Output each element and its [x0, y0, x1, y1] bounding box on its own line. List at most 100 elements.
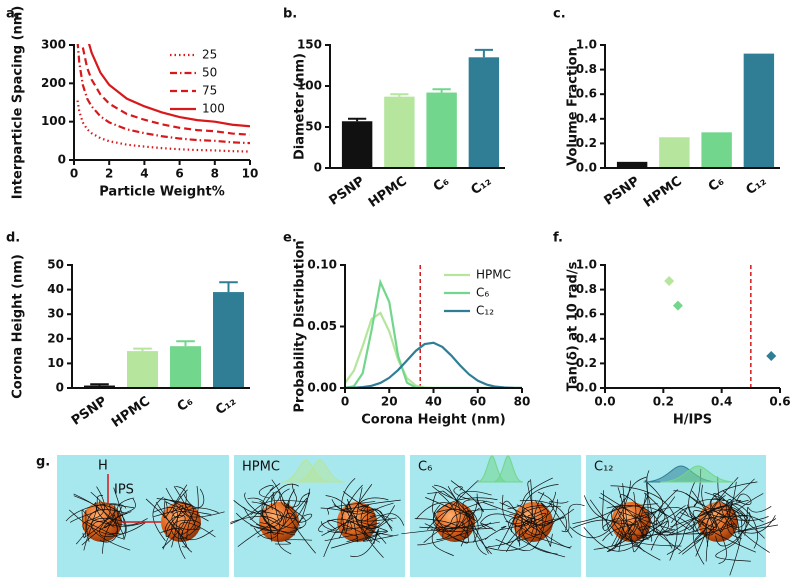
x-tick-label: C₁₂ [468, 174, 494, 198]
polymer-chain [230, 500, 308, 525]
polymer-chain [431, 480, 479, 557]
polymer-chain [292, 483, 297, 510]
x-tick-label: HPMC [641, 174, 685, 211]
polymer-chain [162, 505, 184, 550]
polymer-chain [327, 519, 381, 543]
plot-area [345, 265, 522, 388]
polymer-chain [343, 520, 388, 532]
error-bar [133, 347, 152, 352]
polymer-chain [171, 511, 209, 530]
polymer-chain [99, 509, 146, 537]
panel-label: g. [36, 455, 50, 470]
y-tick-label: 0.8 [576, 62, 597, 76]
polymer-chain [633, 514, 681, 552]
polymer-chain [361, 502, 394, 537]
polymer-chain [549, 500, 573, 538]
polymer-chain [635, 520, 669, 551]
y-axis-title: Probability Distribution [293, 240, 308, 412]
polymer-chain [426, 508, 489, 554]
x-tick-label: 40 [425, 395, 442, 409]
polymer-chain [298, 488, 311, 523]
polymer-chain [658, 528, 707, 557]
y-tick-label: 40 [47, 282, 64, 296]
polymer-chain [152, 507, 178, 548]
point [766, 351, 777, 362]
polymer-chain [415, 502, 465, 520]
polymer-chain [65, 503, 127, 522]
polymer-chain [155, 501, 214, 541]
polymer-chain [347, 508, 393, 522]
x-tick-label: 0.2 [653, 395, 674, 409]
polymer-chain [679, 484, 717, 528]
distribution-icon [492, 455, 524, 483]
bar [701, 132, 732, 168]
polymer-chain [507, 477, 553, 510]
bar [743, 53, 775, 168]
error-bar [432, 88, 451, 93]
polymer-chain [733, 518, 778, 533]
polymer-chain [258, 491, 281, 515]
series-line [76, 44, 250, 145]
polymer-chain [362, 532, 399, 542]
polymer-chain [717, 476, 746, 528]
illustration-box: H IPS [57, 455, 229, 577]
polymer-chain [670, 509, 743, 576]
polymer-chain [610, 485, 678, 561]
polymer-chain [722, 490, 752, 505]
bar [127, 351, 158, 388]
panel-title: C₆ [418, 460, 432, 475]
plot-area [664, 265, 777, 388]
x-tick-label: PSNP [69, 394, 110, 429]
polymer-chain [432, 497, 498, 532]
x-axis-title: H/IPS [673, 413, 712, 428]
polymer-chain [116, 497, 135, 524]
polymer-chain [432, 485, 470, 547]
y-tick-label: 50 [47, 258, 64, 272]
y-axis-title: Interparticle Spacing (nm) [11, 6, 26, 200]
bar [341, 121, 373, 168]
polymer-chain [744, 506, 772, 536]
y-tick-label: 0 [314, 161, 322, 175]
panel-label: e. [283, 231, 297, 246]
polymer-chain [618, 512, 674, 539]
y-tick-label: 0.2 [576, 136, 597, 150]
polymer-chain [527, 491, 556, 524]
y-tick-label: 0 [56, 381, 64, 395]
panel-label: c. [553, 7, 566, 22]
polymer-chain [725, 499, 770, 553]
bar [84, 385, 115, 388]
x-tick-label: 0.0 [594, 395, 615, 409]
polymer-chain [91, 517, 131, 551]
polymer-chain [99, 500, 148, 526]
polymer-chain [102, 498, 136, 554]
polymer-chain [282, 501, 300, 527]
x-tick-label: 8 [211, 167, 219, 181]
polymer-chain [161, 514, 186, 549]
polymer-chain [607, 492, 650, 552]
x-tick-label: 4 [140, 167, 148, 181]
error-bar [474, 48, 494, 58]
polymer-chain [482, 501, 536, 547]
bar [170, 346, 201, 388]
x-tick-label: C₆ [175, 394, 196, 415]
panel-label: f. [553, 231, 563, 246]
y-tick-label: 0.2 [576, 356, 597, 370]
series-line [345, 278, 522, 388]
panel: e.Probability Distribution Corona Height … [283, 231, 530, 428]
polymer-chain [661, 523, 735, 543]
y-tick-label: 0.6 [576, 87, 597, 101]
polymer-chain [506, 491, 555, 553]
polymer-chain [343, 491, 393, 529]
y-tick-label: 20 [47, 331, 64, 345]
x-tick-label: 0.4 [711, 395, 732, 409]
panel-label: b. [283, 7, 297, 22]
polymer-chain [343, 505, 384, 558]
polymer-chain [81, 506, 123, 546]
y-tick-label: 1.0 [576, 38, 597, 52]
polymer-chain [250, 525, 272, 538]
polymer-chain [93, 502, 115, 528]
y-tick-label: 0.05 [307, 319, 337, 333]
polymer-chain [710, 481, 769, 521]
